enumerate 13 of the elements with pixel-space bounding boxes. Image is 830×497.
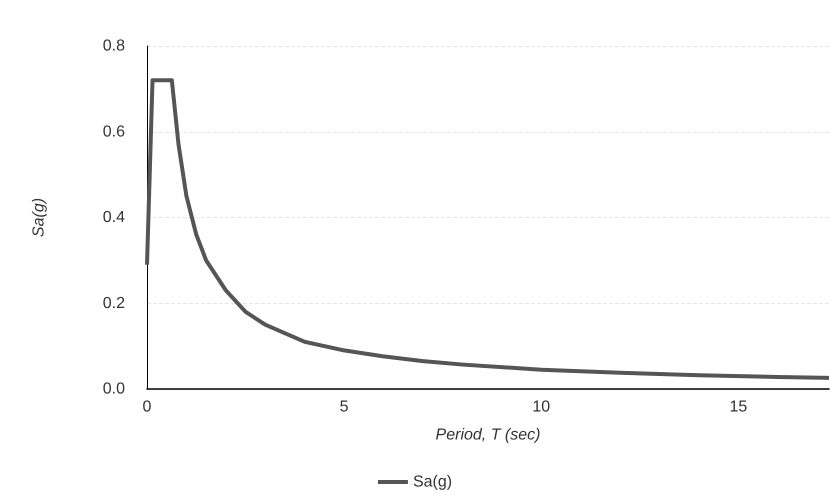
- x-tick-label: 0: [142, 398, 152, 416]
- y-tick-label: 0.2: [102, 294, 126, 312]
- y-tick-label: 0.8: [102, 38, 126, 54]
- y-tick-label: 0.0: [102, 380, 126, 398]
- x-tick-label: 5: [340, 398, 349, 416]
- y-tick-label: 0.6: [102, 123, 126, 140]
- x-tick-label: 15: [729, 398, 748, 416]
- line-series: [145, 78, 830, 380]
- legend-label: Sa(g): [412, 474, 452, 490]
- y-axis-title: Sa(g): [30, 198, 48, 238]
- x-axis-title: Period, T (sec): [436, 426, 540, 444]
- x-tick-label: 10: [532, 398, 550, 416]
- y-tick-label: 0.4: [102, 209, 126, 226]
